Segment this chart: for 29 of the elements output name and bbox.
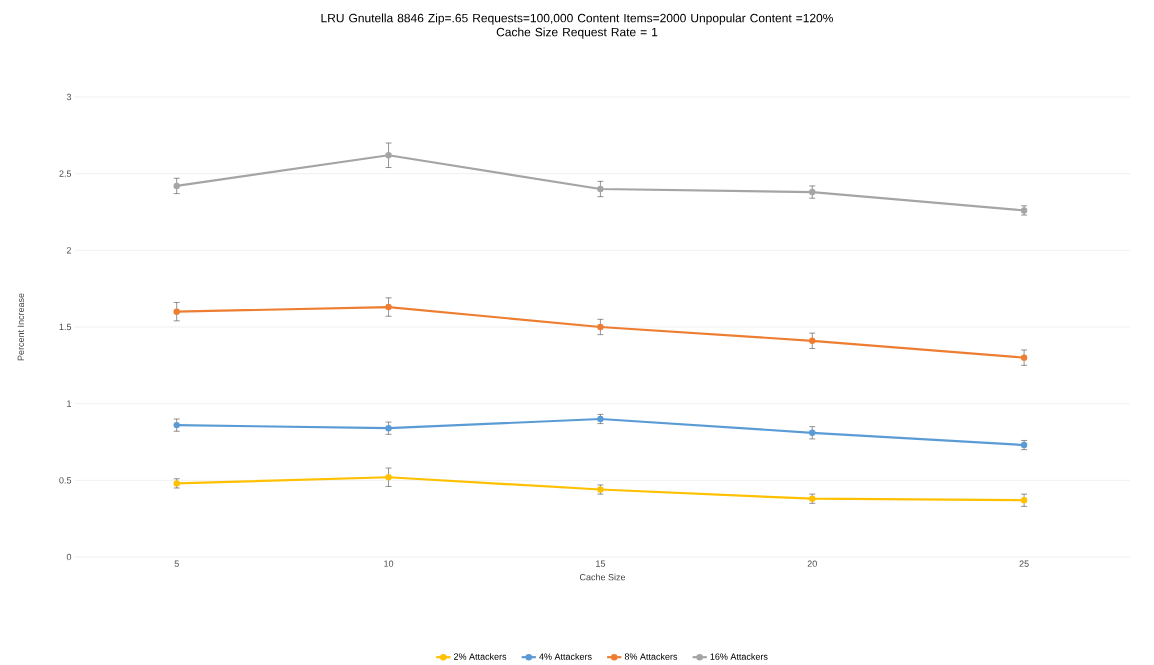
x-axis-title: Cache Size	[579, 573, 626, 581]
x-tick-label: 15	[596, 560, 606, 567]
legend-label: 16% Attackers	[710, 653, 768, 660]
x-tick-label: 25	[1019, 560, 1029, 567]
y-tick-label: 1	[67, 400, 72, 407]
y-tick-label: 2	[66, 247, 72, 254]
chart-title: LRU Gnutella 8846 Zip=.65 Requests=100,000 Content Items=2000 Unpopular Content =120%	[321, 13, 833, 25]
x-tick-label: 20	[807, 560, 817, 567]
y-tick-label: 0.5	[59, 477, 72, 484]
y-axis-title: Percent Increase	[17, 293, 25, 361]
point	[597, 185, 604, 193]
point	[385, 303, 392, 311]
legend-label: 8% Attackers	[624, 653, 678, 660]
point	[385, 473, 392, 481]
x-tick-label: 5	[174, 560, 179, 567]
y-tick-label: 2.5	[59, 170, 72, 177]
point	[385, 151, 392, 159]
point	[173, 308, 180, 315]
point	[173, 182, 180, 190]
chart-subtitle: Cache Size Request Rate = 1	[496, 27, 658, 39]
legend-label: 2% Attackers	[454, 653, 507, 660]
legend-label: 4% Attackers	[539, 653, 592, 660]
point	[1020, 354, 1028, 361]
x-tick-label: 10	[384, 560, 394, 567]
y-tick-label: 0	[66, 553, 72, 561]
point	[809, 337, 816, 344]
point	[597, 323, 604, 331]
y-tick-label: 1.5	[59, 323, 72, 331]
y-tick-label: 3	[66, 93, 72, 101]
